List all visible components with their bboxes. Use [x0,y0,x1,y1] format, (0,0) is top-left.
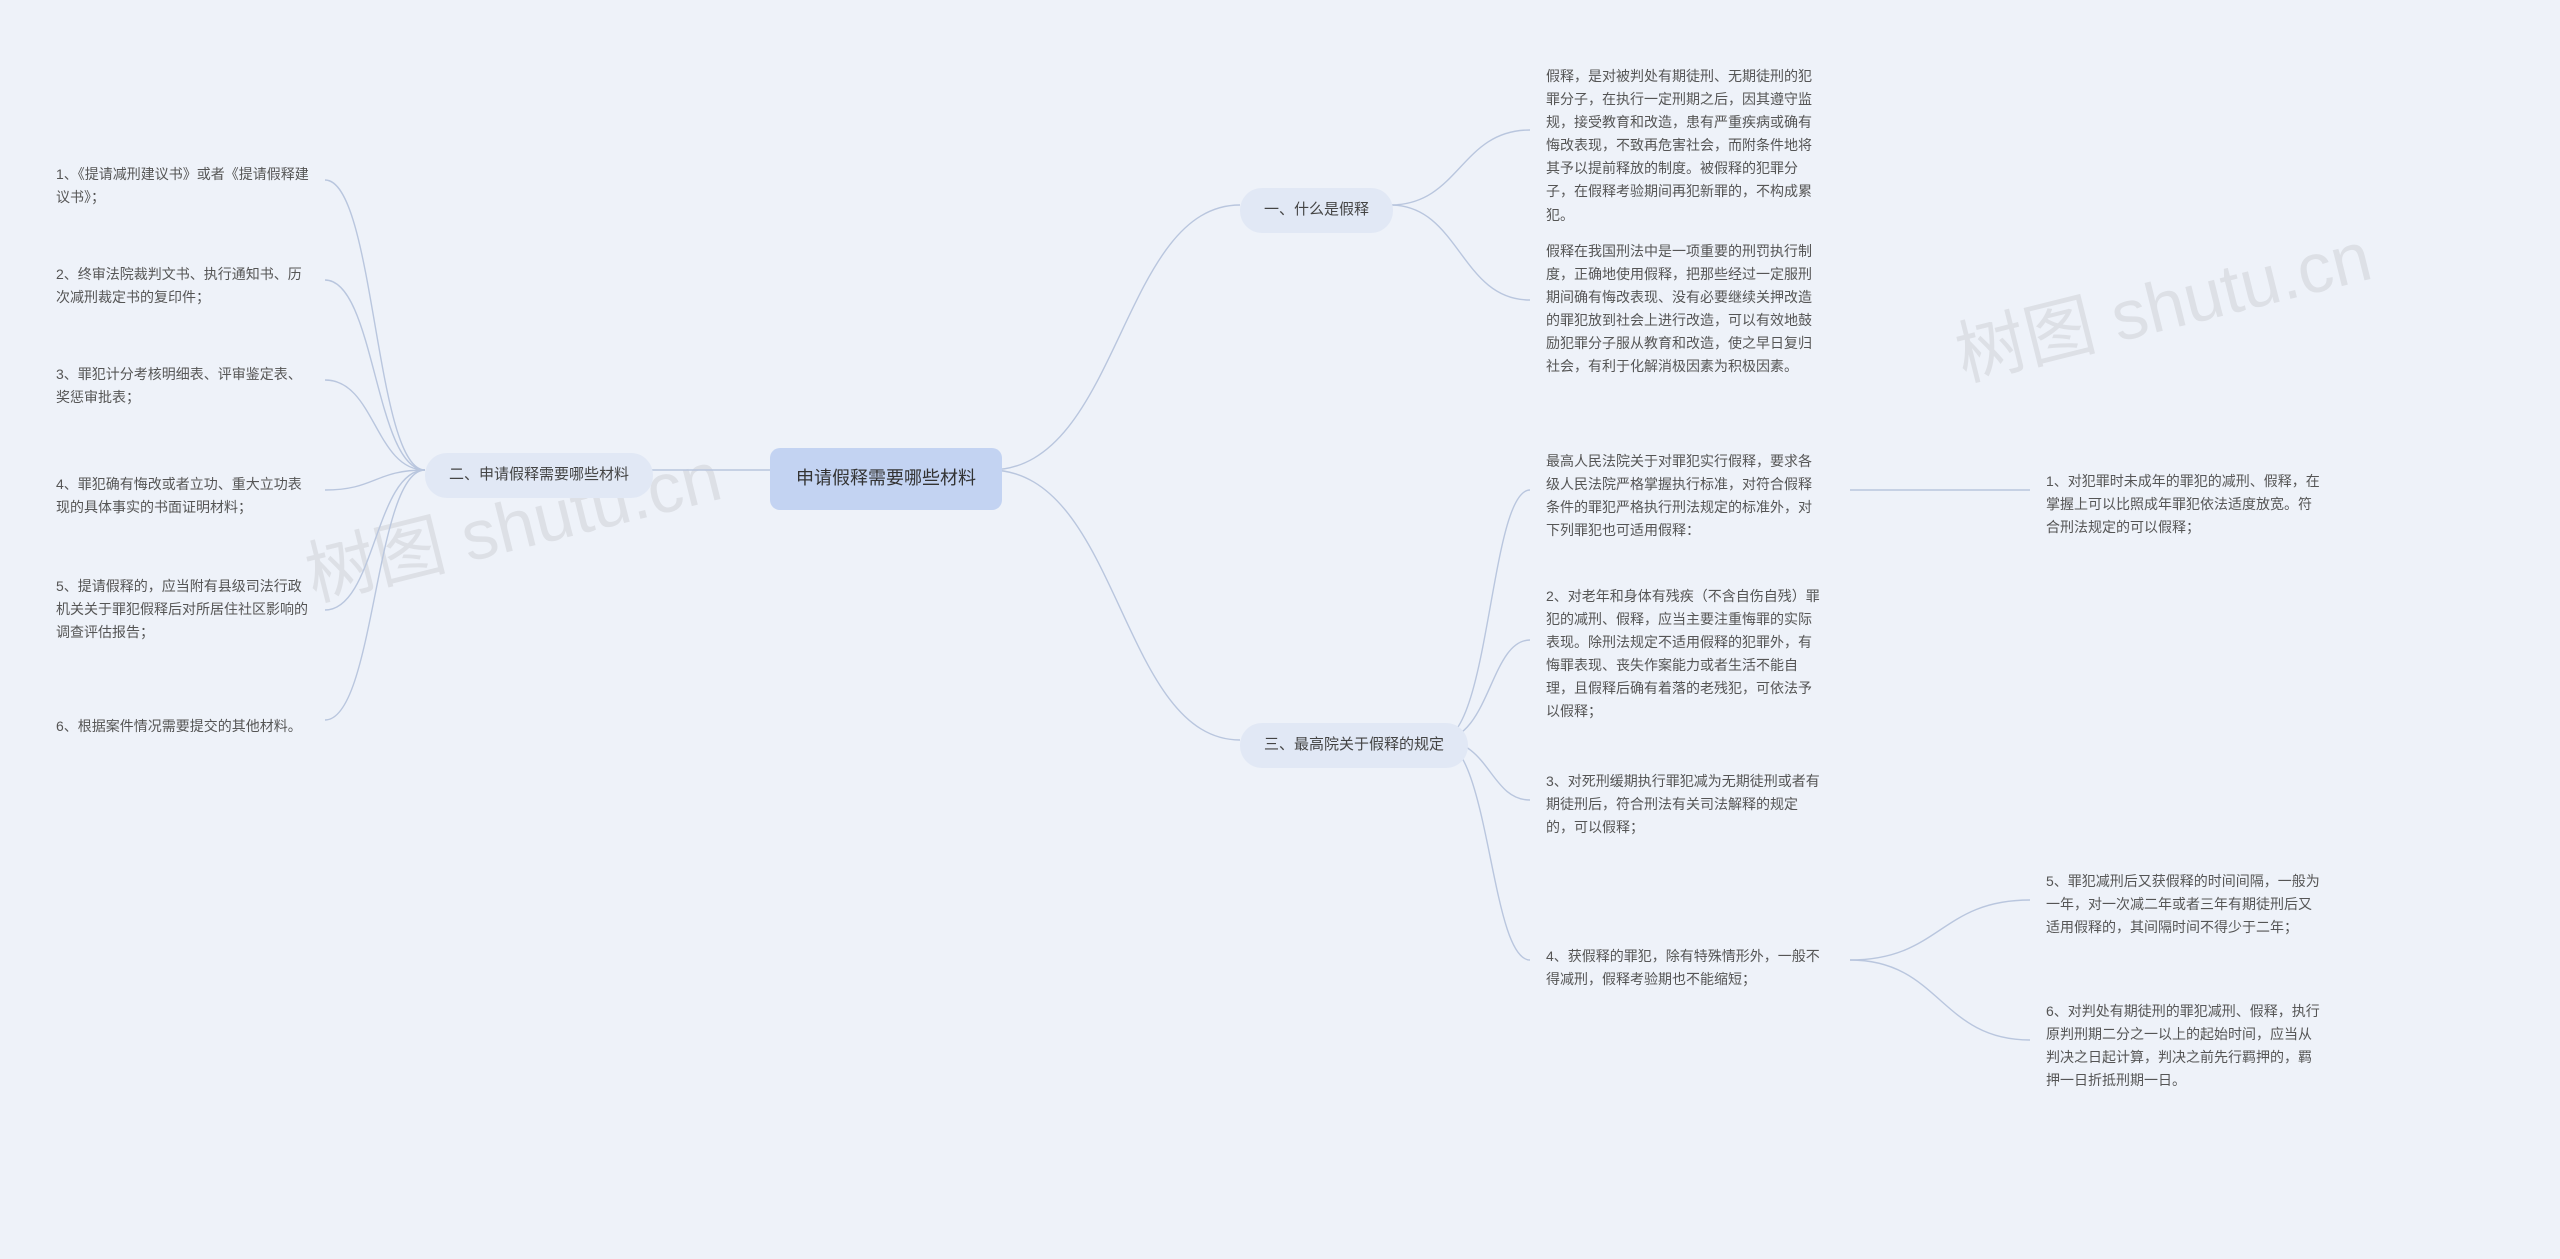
leaf-b2-6: 6、根据案件情况需要提交的其他材料。 [40,705,330,748]
leaf-b3-1: 最高人民法院关于对罪犯实行假释，要求各级人民法院严格掌握执行标准，对符合假释条件… [1530,440,1840,552]
watermark: 树图 shutu.cn [1944,200,2380,401]
watermark: 树图 shutu.cn [294,420,730,621]
leaf-b3-4-1: 5、罪犯减刑后又获假释的时间间隔，一般为一年，对一次减二年或者三年有期徒刑后又适… [2030,860,2340,949]
leaf-b2-5: 5、提请假释的，应当附有县级司法行政机关关于罪犯假释后对所居住社区影响的调查评估… [40,565,330,654]
leaf-b1-1: 假释，是对被判处有期徒刑、无期徒刑的犯罪分子，在执行一定刑期之后，因其遵守监规，… [1530,55,1840,237]
branch-materials-needed[interactable]: 二、申请假释需要哪些材料 [425,453,653,498]
leaf-b3-1-1: 1、对犯罪时未成年的罪犯的减刑、假释，在掌握上可以比照成年罪犯依法适度放宽。符合… [2030,460,2340,549]
leaf-b3-4-2: 6、对判处有期徒刑的罪犯减刑、假释，执行原判刑期二分之一以上的起始时间，应当从判… [2030,990,2340,1102]
root-node[interactable]: 申请假释需要哪些材料 [770,448,1002,510]
leaf-b3-3: 3、对死刑缓期执行罪犯减为无期徒刑或者有期徒刑后，符合刑法有关司法解释的规定的，… [1530,760,1840,849]
leaf-b1-2: 假释在我国刑法中是一项重要的刑罚执行制度，正确地使用假释，把那些经过一定服刑期间… [1530,230,1840,389]
leaf-b2-4: 4、罪犯确有悔改或者立功、重大立功表现的具体事实的书面证明材料； [40,463,330,529]
leaf-b2-3: 3、罪犯计分考核明细表、评审鉴定表、奖惩审批表； [40,353,330,419]
branch-what-is-parole[interactable]: 一、什么是假释 [1240,188,1393,233]
branch-supreme-court-rules[interactable]: 三、最高院关于假释的规定 [1240,723,1468,768]
leaf-b3-4: 4、获假释的罪犯，除有特殊情形外，一般不得减刑，假释考验期也不能缩短； [1530,935,1840,1001]
leaf-b2-2: 2、终审法院裁判文书、执行通知书、历次减刑裁定书的复印件； [40,253,330,319]
leaf-b3-2: 2、对老年和身体有残疾（不含自伤自残）罪犯的减刑、假释，应当主要注重悔罪的实际表… [1530,575,1840,734]
leaf-b2-1: 1、《提请减刑建议书》或者《提请假释建议书》； [40,153,330,219]
